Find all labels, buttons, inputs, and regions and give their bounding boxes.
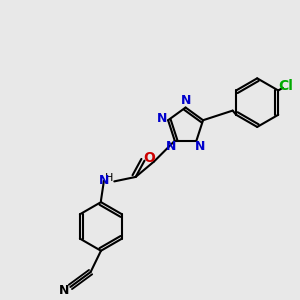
Text: N: N [180,94,191,107]
Text: N: N [195,140,206,152]
Text: N: N [157,112,167,125]
Text: N: N [166,140,176,152]
Text: H: H [105,173,113,183]
Text: O: O [143,151,155,165]
Text: N: N [99,174,109,187]
Text: N: N [59,284,69,297]
Text: Cl: Cl [278,79,293,93]
